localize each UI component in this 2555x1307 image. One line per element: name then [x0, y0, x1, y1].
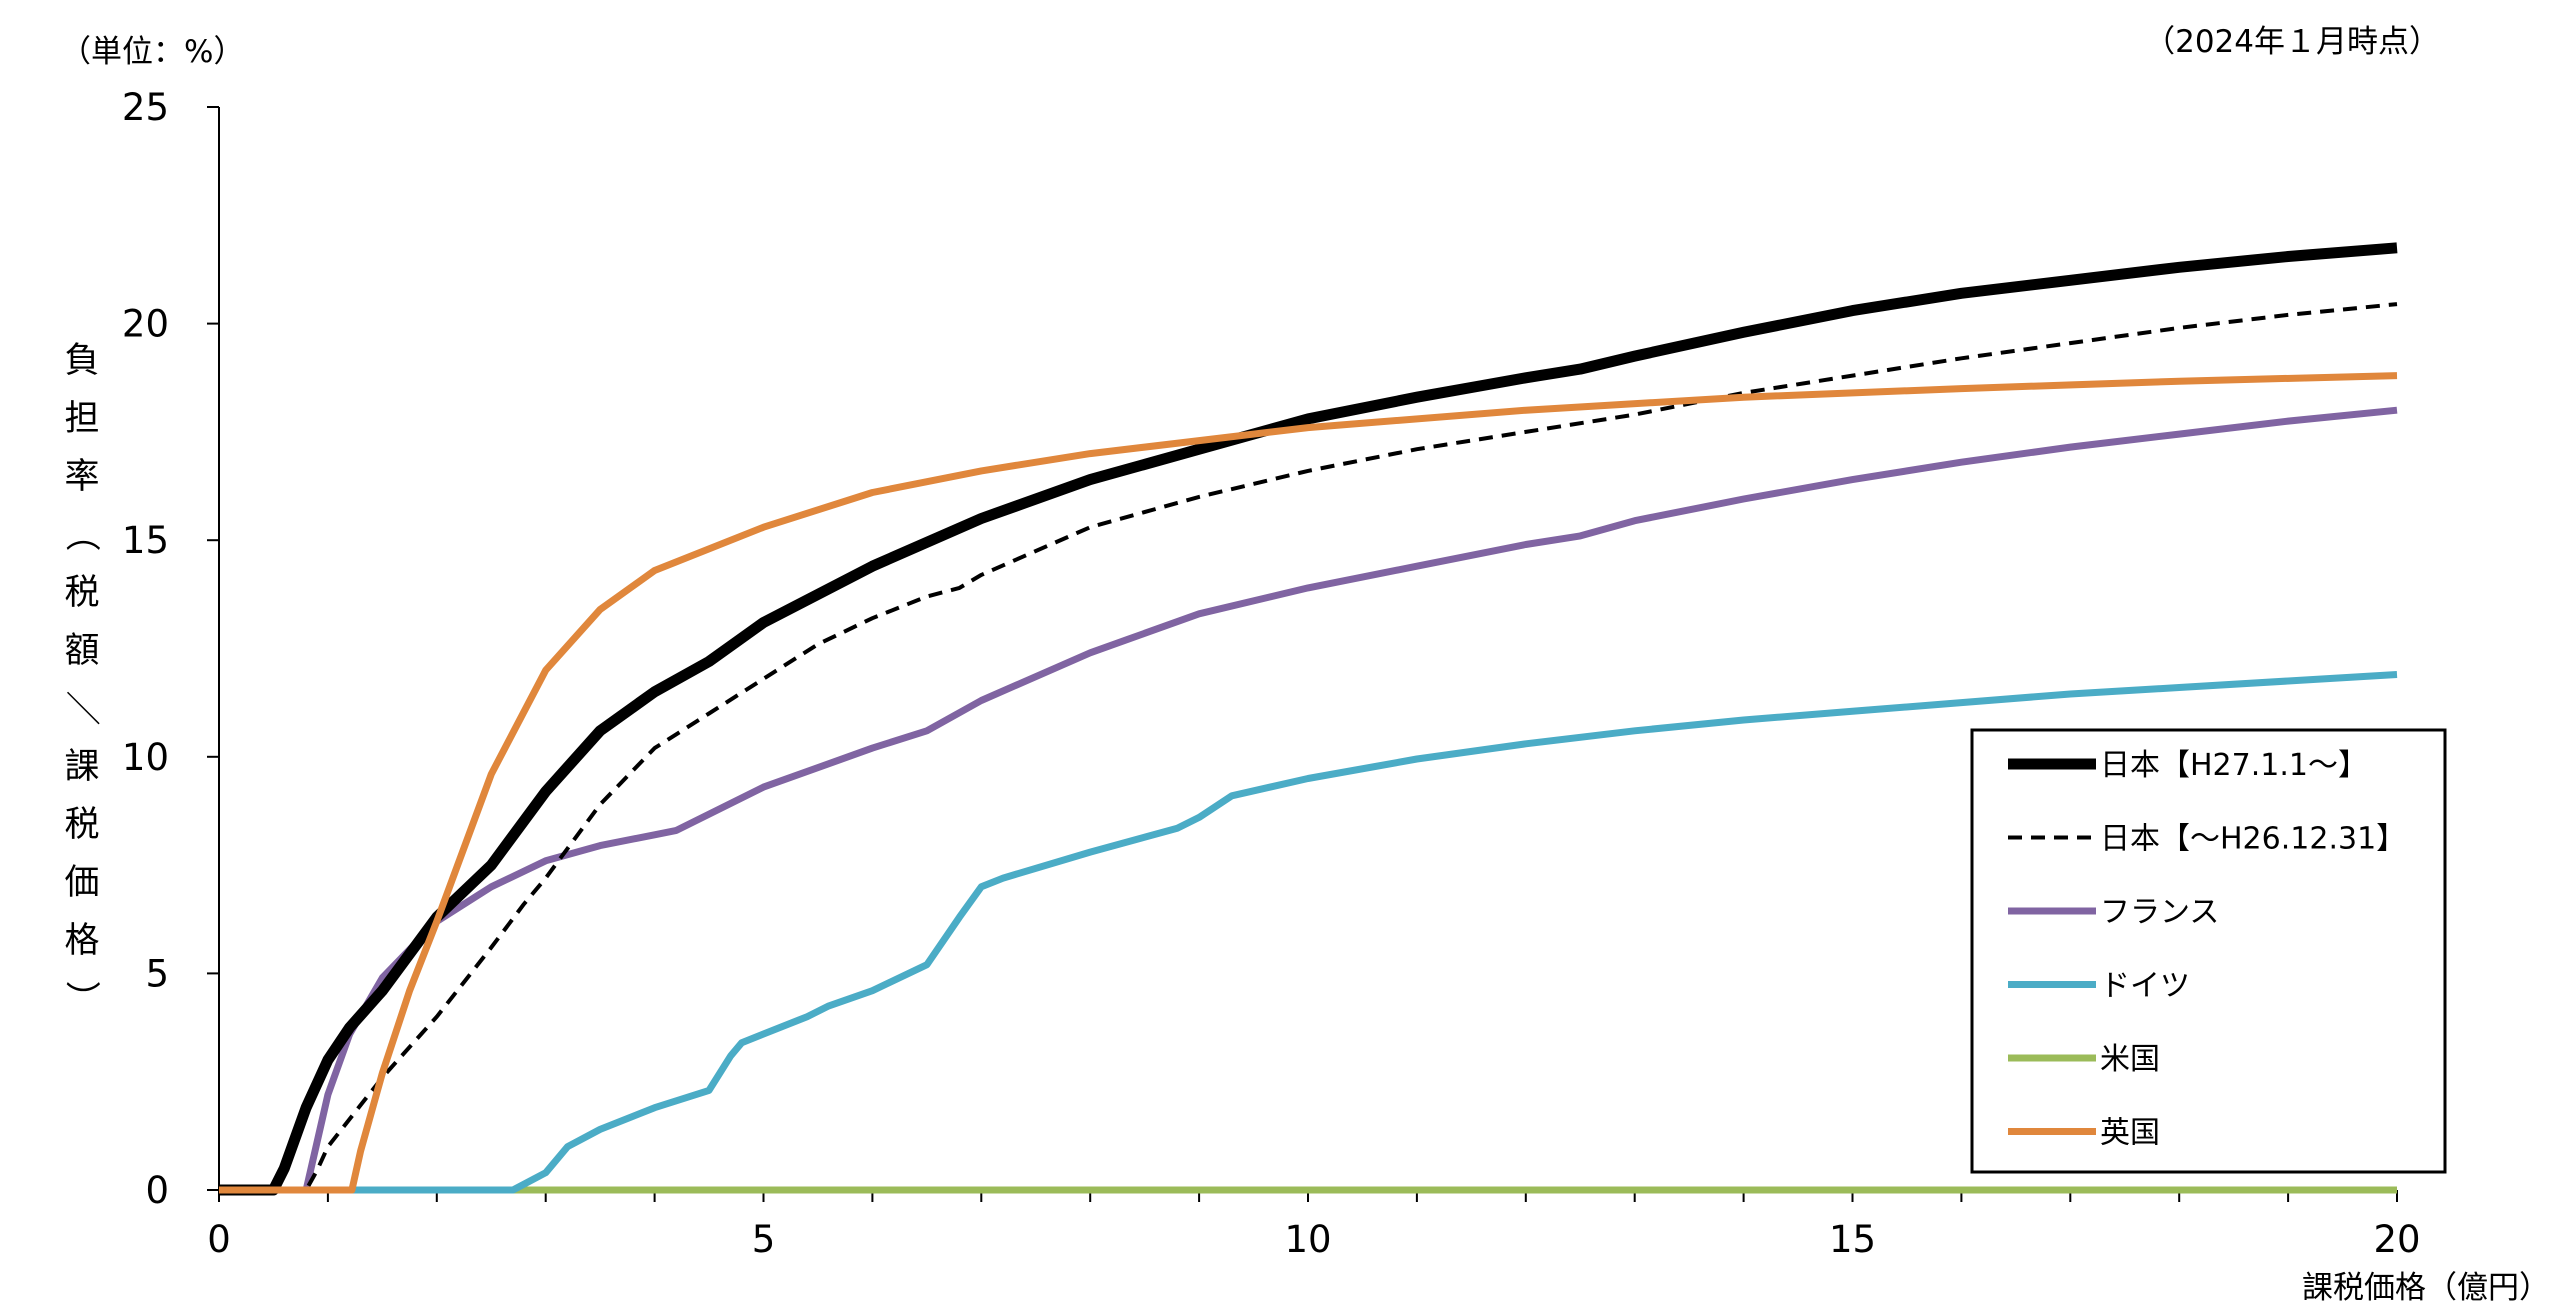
x-tick-label: 5 — [752, 1218, 776, 1261]
y-axis-label-char: 負 — [64, 341, 99, 381]
y-tick-label: 15 — [122, 519, 169, 562]
x-axis-label: 課税価格（億円） — [2302, 1270, 2550, 1306]
y-tick-label: 0 — [145, 1169, 169, 1212]
series-layer — [219, 242, 2398, 1196]
y-axis-label: 負担率（税額／課税価格） — [61, 341, 101, 1016]
y-axis-label-char: 税 — [64, 805, 99, 845]
y-tick-label: 10 — [122, 736, 169, 779]
y-tick-label: 20 — [122, 303, 169, 346]
date-note: （2024年１月時点） — [2144, 24, 2440, 60]
y-axis-label-char: 額 — [64, 631, 99, 671]
x-tick-label: 20 — [2373, 1218, 2420, 1261]
y-axis-label-char: 担 — [64, 399, 99, 439]
y-axis-label-char: 率 — [64, 457, 99, 497]
series-line — [219, 372, 2398, 1194]
y-axis-label-char: 価 — [64, 863, 99, 903]
y-tick-label: 25 — [122, 86, 169, 129]
series-line — [219, 406, 2398, 1194]
series-line — [219, 302, 2398, 1192]
y-axis-label-char: 課 — [64, 747, 99, 787]
x-tick-label: 15 — [1829, 1218, 1876, 1261]
axes: 0 5 10 15 20 25 0 5 10 15 20 — [122, 86, 2421, 1261]
y-tick-label: 5 — [145, 952, 169, 995]
legend-label: 米国 — [2100, 1042, 2160, 1077]
legend-label: 日本【H27.1.1～】 — [2100, 748, 2368, 783]
series-line — [219, 671, 2398, 1194]
legend-label: 英国 — [2100, 1116, 2160, 1151]
x-tick-label: 0 — [207, 1218, 231, 1261]
y-axis-label-char: （ — [61, 516, 101, 551]
legend-label: ドイツ — [2100, 969, 2190, 1004]
y-axis-label-char: 税 — [64, 573, 99, 613]
y-axis-label-char: 格 — [64, 921, 99, 961]
unit-note: （単位：%） — [60, 34, 244, 70]
legend-box — [1970, 728, 2447, 1174]
series-line — [219, 242, 2398, 1196]
legend-label: 日本【～H26.12.31】 — [2100, 822, 2406, 857]
legend-label: フランス — [2100, 895, 2219, 930]
y-axis-label-char: ／ — [61, 690, 101, 725]
y-axis-label-char: ） — [61, 980, 101, 1015]
x-tick-label: 10 — [1284, 1218, 1331, 1261]
